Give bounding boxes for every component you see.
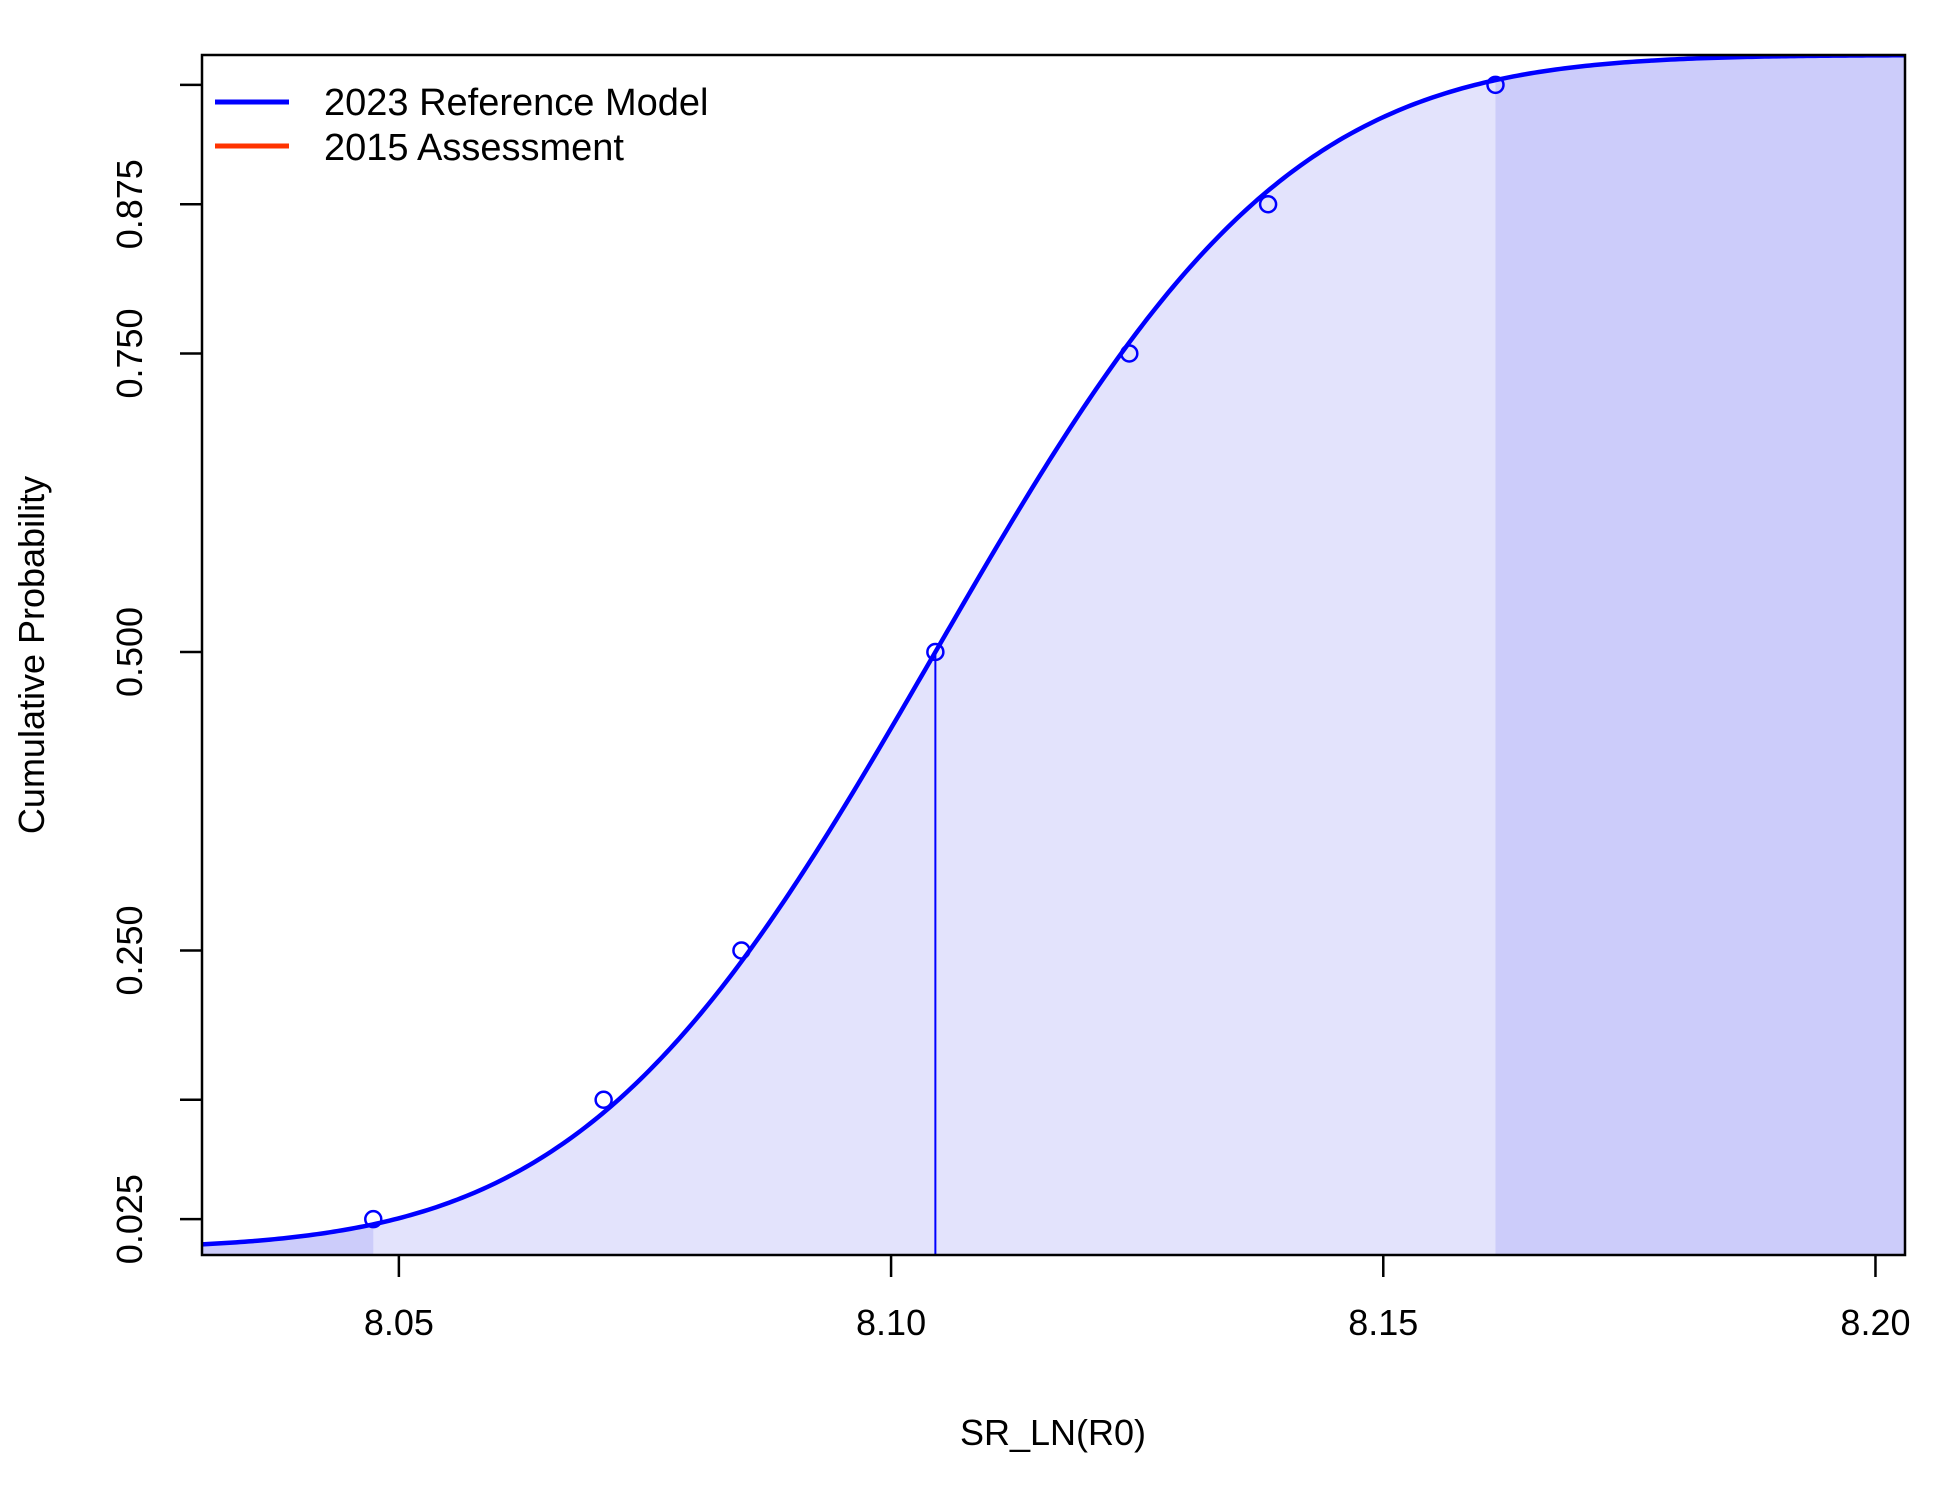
- y-tick-label: 0.500: [109, 607, 150, 697]
- legend-label-2015-assessment: 2015 Assessment: [324, 127, 624, 169]
- x-axis: 8.05 8.10 8.15 8.20: [364, 1255, 1911, 1343]
- plot-area: [202, 55, 1905, 1255]
- x-tick-label: 8.15: [1348, 1302, 1418, 1343]
- y-tick-label: 0.750: [109, 308, 150, 398]
- plot-frame: [200, 53, 1907, 1257]
- quantile-point: [1120, 344, 1139, 363]
- x-tick-label: 8.10: [856, 1302, 926, 1343]
- y-tick-label: 0.250: [109, 905, 150, 995]
- x-tick-label: 8.20: [1840, 1302, 1910, 1343]
- legend-label-2023-reference-model: 2023 Reference Model: [324, 82, 708, 124]
- quantile-point: [732, 941, 751, 960]
- quantile-point: [1486, 75, 1505, 95]
- quantile-point: [594, 1090, 613, 1109]
- quantile-point: [364, 1209, 383, 1229]
- x-axis-title: SR_LN(R0): [960, 1412, 1146, 1453]
- quantile-point: [926, 642, 945, 662]
- y-axis: 0.025 0.250 0.500 0.750 0.875: [109, 83, 202, 1264]
- legend: 2023 Reference Model 2015 Assessment: [215, 82, 708, 169]
- x-tick-label: 8.05: [364, 1302, 434, 1343]
- y-axis-title: Cumulative Probability: [11, 476, 52, 834]
- series-line-2023-reference-model: [202, 55, 1905, 1247]
- y-tick-label: 0.025: [109, 1174, 150, 1264]
- quantile-points: [364, 75, 1505, 1229]
- quantile-point: [1258, 195, 1278, 214]
- y-tick-label: 0.875: [109, 159, 150, 249]
